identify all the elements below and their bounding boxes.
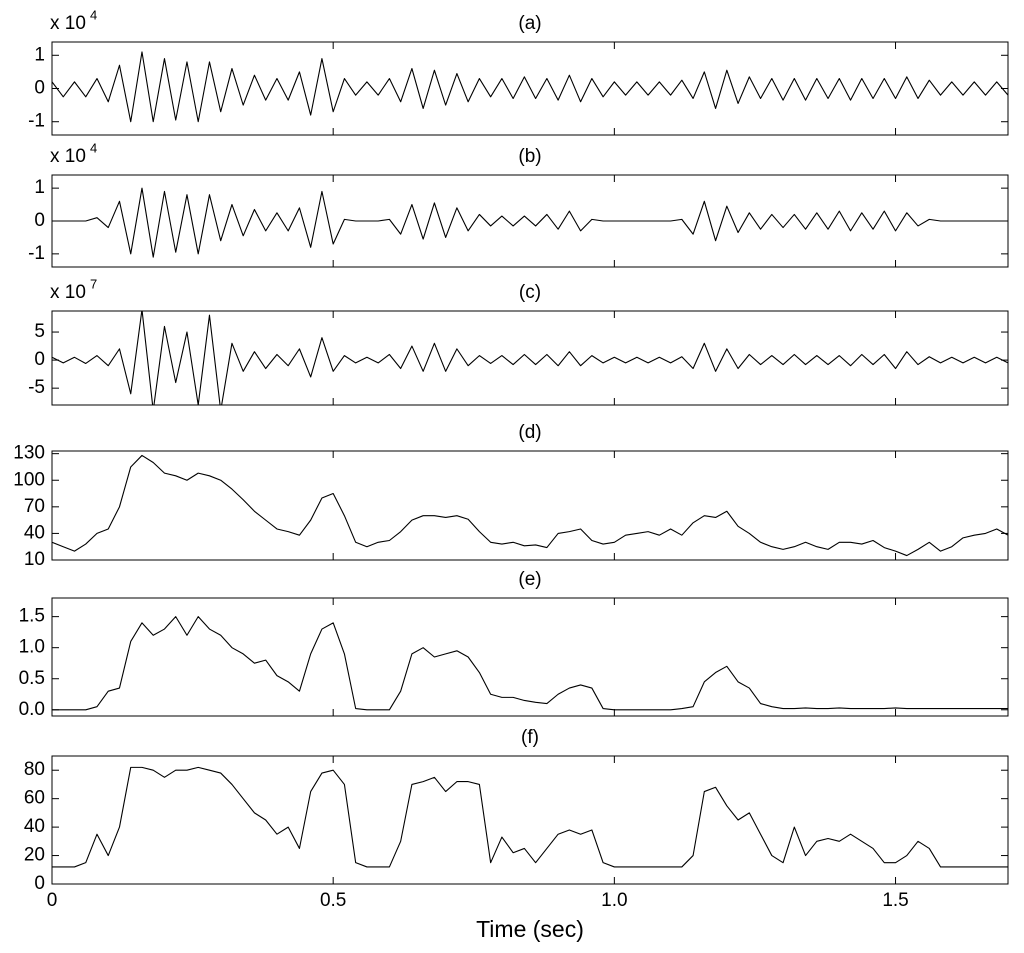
y-tick-label: 40 xyxy=(24,522,45,543)
axes-frame xyxy=(51,597,1009,717)
y-multiplier-exponent: 4 xyxy=(90,7,97,22)
x-tick-label: 0.5 xyxy=(320,890,346,911)
x-tick-label: 1.0 xyxy=(601,890,627,911)
plot-area xyxy=(52,454,1008,557)
y-tick-label: 0 xyxy=(34,78,45,99)
y-tick-label: 1.5 xyxy=(19,606,45,627)
y-tick-label: 0 xyxy=(34,873,45,894)
axes-frame xyxy=(51,310,1009,406)
y-tick-label: -5 xyxy=(28,377,45,398)
y-tick-label: 0.0 xyxy=(19,699,45,720)
plot-area xyxy=(52,51,1008,123)
y-multiplier-exponent: 7 xyxy=(90,276,97,291)
y-tick-label: 10 xyxy=(24,549,45,570)
y-tick-label: 70 xyxy=(24,496,45,517)
y-tick-label: 20 xyxy=(24,845,45,866)
signal-line xyxy=(52,454,1008,557)
y-tick-label: 1 xyxy=(34,44,45,65)
x-axis-label: Time (sec) xyxy=(476,916,584,942)
signal-line xyxy=(52,187,1008,258)
signal-line xyxy=(52,51,1008,123)
y-tick-label: 0.5 xyxy=(19,668,45,689)
y-tick-label: -1 xyxy=(28,243,45,264)
y-tick-label: 60 xyxy=(24,788,45,809)
y-multiplier: x 10 xyxy=(50,146,86,167)
y-tick-label: -1 xyxy=(28,111,45,132)
y-tick-label: 130 xyxy=(13,443,45,464)
panel-title: (a) xyxy=(518,13,541,34)
panel-title: (e) xyxy=(518,569,541,590)
y-multiplier-exponent: 4 xyxy=(90,140,97,155)
plot-area xyxy=(52,187,1008,258)
x-tick-label: 1.5 xyxy=(882,890,908,911)
y-tick-label: 0 xyxy=(34,349,45,370)
signal-line xyxy=(52,766,1008,868)
y-tick-label: 100 xyxy=(13,469,45,490)
y-multiplier: x 10 xyxy=(50,13,86,34)
axes-frame xyxy=(51,755,1009,885)
plot-area xyxy=(52,766,1008,868)
y-tick-label: 5 xyxy=(34,321,45,342)
y-tick-label: 0 xyxy=(34,210,45,231)
signal-line xyxy=(52,311,1008,405)
y-tick-label: 40 xyxy=(24,816,45,837)
signal-line xyxy=(52,616,1008,711)
panel-title: (c) xyxy=(519,282,541,303)
y-multiplier: x 10 xyxy=(50,282,86,303)
panel-title: (f) xyxy=(521,727,539,748)
y-tick-label: 1 xyxy=(34,177,45,198)
x-tick-label: 0 xyxy=(47,890,58,911)
y-tick-label: 1.0 xyxy=(19,637,45,658)
y-tick-label: 80 xyxy=(24,759,45,780)
plot-area xyxy=(52,616,1008,711)
panel-title: (b) xyxy=(518,146,541,167)
axes-frame xyxy=(51,450,1009,561)
plot-area xyxy=(52,311,1008,405)
panel-title: (d) xyxy=(518,422,541,443)
